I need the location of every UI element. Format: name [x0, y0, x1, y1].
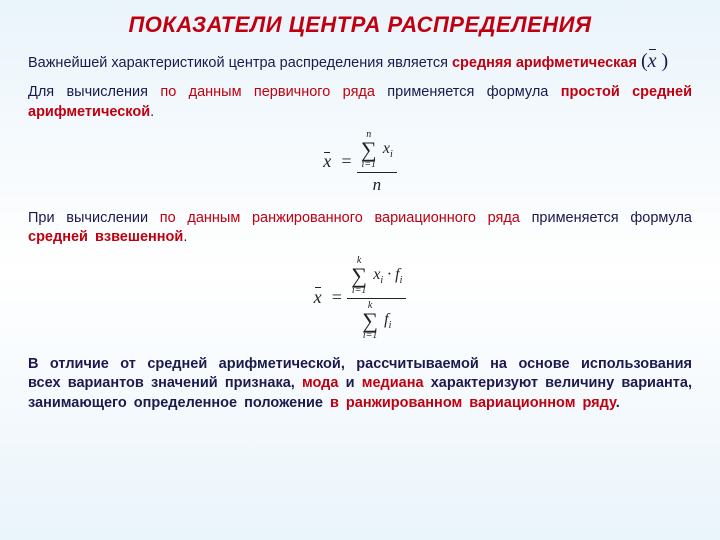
f2-num-lower: i=1: [351, 286, 367, 296]
f1-lower: i=1: [361, 160, 377, 170]
p3-c: применяется формула: [520, 210, 692, 226]
p2-c: применяется формула: [375, 84, 561, 100]
xbar-symbol-inline: (x ): [641, 50, 668, 72]
f2-den-lower: i=1: [362, 331, 378, 341]
f1-den: n: [357, 173, 397, 195]
p4-c: и: [338, 375, 361, 391]
p4-f: в ранжированном вариационном ряду: [330, 395, 616, 411]
formula-simple-mean: x = n ∑ i=1 xi n: [28, 130, 692, 195]
p3-b: по данным ранжированного вариационного р…: [160, 210, 520, 226]
intro-paragraph: Важнейшей характеристикой центра распред…: [28, 48, 692, 75]
ranked-row-paragraph: При вычислении по данным ранжированного …: [28, 209, 692, 248]
primary-row-paragraph: Для вычисления по данным первичного ряда…: [28, 83, 692, 122]
p1-text: Важнейшей характеристикой центра распред…: [28, 55, 452, 71]
f2-num-fi: i: [400, 275, 403, 286]
mode-median-paragraph: В отличие от средней арифметической, рас…: [28, 355, 692, 414]
p2-e: .: [150, 104, 154, 120]
p2-a: Для вычисления: [28, 84, 160, 100]
p4-b: мода: [302, 375, 338, 391]
formula-weighted-mean: x = k ∑ i=1 xi · fi k ∑ i=1 fi: [28, 256, 692, 341]
f2-den-fi: i: [389, 320, 392, 331]
p3-e: .: [183, 229, 187, 245]
page-title: ПОКАЗАТЕЛИ ЦЕНТРА РАСПРЕДЕЛЕНИЯ: [28, 12, 692, 38]
p2-b: по данным первичного ряда: [160, 84, 375, 100]
p4-g: .: [616, 395, 620, 411]
p3-d: средней взвешенной: [28, 229, 183, 245]
p1-term: средняя арифметическая: [452, 55, 637, 71]
f2-num-xi: i: [380, 275, 383, 286]
p4-d: медиана: [362, 375, 424, 391]
f1-var: x: [383, 140, 390, 157]
f1-sub: i: [390, 149, 393, 160]
p3-a: При вычислении: [28, 210, 160, 226]
